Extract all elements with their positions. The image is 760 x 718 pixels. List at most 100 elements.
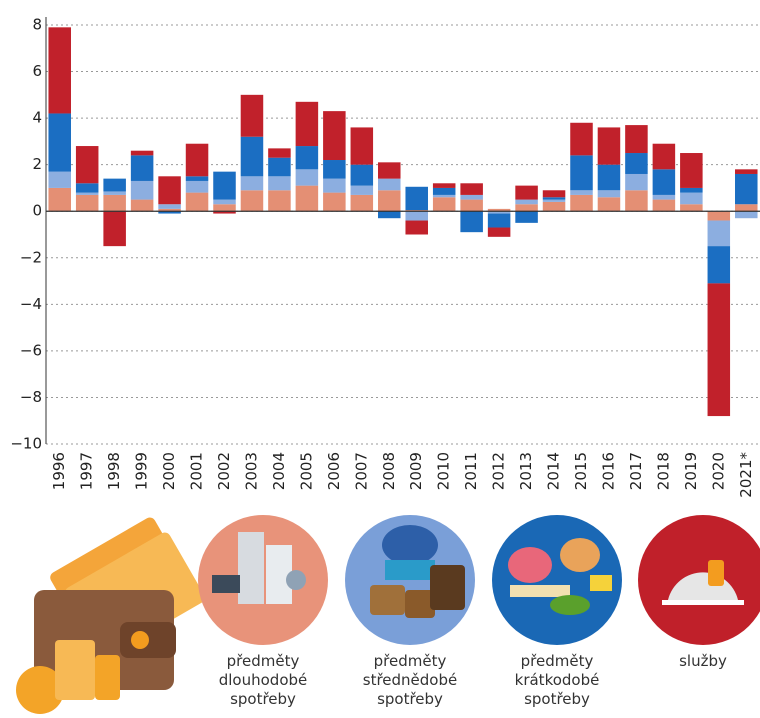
bar-segment [432, 187, 456, 195]
bar-segment [570, 190, 593, 195]
services-icon [638, 515, 760, 645]
bar-segment [378, 178, 401, 191]
bar-segment [75, 183, 99, 193]
bar-segment [158, 211, 181, 214]
semi-durable-icon [345, 515, 475, 645]
bar-segment [707, 283, 731, 417]
bar-segment [158, 176, 181, 205]
bar-segment [707, 211, 731, 221]
y-tick-label: −4 [20, 295, 42, 313]
x-tick-label: 2018 [654, 452, 672, 490]
bar-segment [350, 127, 374, 165]
bar-segment [103, 191, 126, 195]
bar-segment [48, 27, 71, 114]
bar-segment [735, 211, 758, 219]
bar-segment [240, 136, 264, 177]
x-tick-label: 2006 [325, 452, 343, 490]
bar-segment [735, 173, 758, 205]
bar-segment [432, 183, 456, 188]
legend-label: předměty střednědobé spotřeby [362, 652, 458, 708]
bar-segment [625, 190, 648, 212]
y-tick-label: 0 [32, 202, 42, 220]
bar-segment [323, 160, 346, 179]
bar-segment [103, 211, 126, 247]
bar-segment [268, 148, 291, 158]
bar-segment [350, 164, 374, 186]
bar-segment [625, 153, 648, 174]
bar-segment [570, 194, 593, 212]
bar-segment [652, 143, 676, 170]
x-tick-label: 2021* [737, 452, 755, 498]
bar-segment [597, 197, 621, 212]
y-tick-label: −2 [20, 248, 42, 266]
bar-segment [625, 173, 648, 191]
bar-segment [240, 176, 264, 191]
x-tick-label: 2015 [572, 452, 590, 490]
y-tick-label: 2 [32, 155, 42, 173]
legend-label: služby [679, 652, 727, 670]
bar-segment [213, 199, 236, 205]
bar-segment [487, 227, 511, 237]
bar-segment [185, 192, 209, 212]
x-tick-label: 2011 [462, 452, 480, 490]
x-tick-label: 2012 [490, 452, 508, 490]
y-tick-label: 6 [32, 62, 42, 80]
bar-segment [515, 199, 538, 205]
bar-segment [240, 190, 264, 212]
x-tick-label: 2020 [709, 452, 727, 490]
bar-segment [158, 204, 181, 209]
bar-segment [460, 194, 483, 200]
bar-segment [707, 246, 731, 284]
y-tick-label: 4 [32, 109, 42, 127]
bar-segment [680, 153, 703, 188]
bar-segment [75, 194, 99, 212]
bar-segment [625, 125, 648, 154]
x-tick-label: 2010 [435, 452, 453, 490]
bar-segment [130, 150, 154, 156]
legend-label: předměty krátkodobé spotřeby [514, 652, 600, 708]
bar-segment [487, 213, 511, 228]
durable-icon [198, 515, 328, 645]
x-tick-label: 2002 [215, 452, 233, 490]
bar-segment [432, 194, 456, 198]
x-tick-label: 2008 [380, 452, 398, 490]
bar-segment [542, 197, 566, 200]
bar-segment [295, 185, 319, 212]
x-tick-label: 2009 [407, 452, 425, 490]
x-tick-label: 1998 [105, 452, 123, 490]
bar-segment [295, 169, 319, 186]
bar-segment [75, 192, 99, 195]
y-tick-label: 8 [32, 16, 42, 34]
x-tick-label: 2013 [517, 452, 535, 490]
x-tick-label: 1996 [50, 452, 68, 490]
non-durable-icon [492, 515, 622, 645]
bar-segment [542, 201, 566, 212]
bar-segment [680, 204, 703, 212]
bar-segment [487, 208, 511, 212]
bar-segment [103, 178, 126, 192]
x-tick-label: 2005 [297, 452, 315, 490]
y-tick-label: −6 [20, 341, 42, 359]
bar-segment [158, 208, 181, 212]
bar-segment [350, 194, 374, 212]
bar-segment [680, 187, 703, 193]
bar-segment [240, 94, 264, 137]
bar-segment [597, 164, 621, 191]
bar-segment [103, 194, 126, 212]
bar-segment [268, 157, 291, 177]
x-tick-label: 1997 [78, 452, 96, 490]
bar-segment [213, 204, 236, 212]
bar-segment [48, 187, 71, 212]
bar-segment [515, 204, 538, 212]
x-tick-label: 2004 [270, 452, 288, 490]
y-tick-label: −10 [10, 435, 42, 453]
bar-segment [378, 190, 401, 212]
x-tick-label: 2007 [352, 452, 370, 490]
bar-segment [460, 183, 483, 195]
bar-segment [515, 211, 538, 223]
bar-segment [680, 192, 703, 205]
bar-segment [323, 192, 346, 212]
wallet-icon [16, 517, 205, 714]
